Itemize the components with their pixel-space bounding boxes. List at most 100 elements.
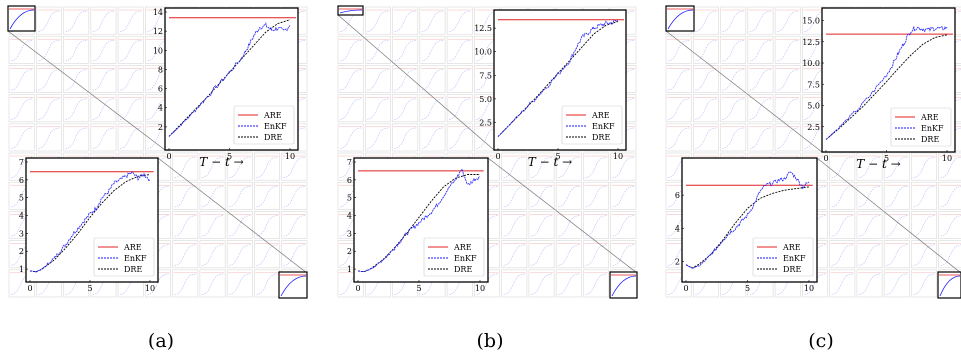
plot-legend: ARE EnKF DRE — [423, 237, 485, 277]
y-tick-label: 10.0 — [802, 59, 820, 68]
zoom-plot-b-bottom: 1 2 3 4 5 6 7 0 5 10 ARE EnKF DRE — [347, 157, 489, 293]
tiny-enkf-curve — [612, 186, 635, 208]
tiny-enkf-curve — [695, 69, 717, 91]
tiny-enkf-curve — [585, 244, 607, 266]
tiny-subplot — [911, 152, 938, 181]
tiny-subplot — [583, 269, 610, 298]
tiny-enkf-curve — [256, 156, 278, 179]
tiny-subplot — [281, 152, 308, 181]
tiny-enkf-curve — [283, 215, 306, 237]
tiny-enkf-curve — [65, 127, 87, 149]
panel-caption-b: (b) — [477, 330, 504, 352]
dre-series-line — [357, 174, 480, 273]
tiny-enkf-curve — [530, 273, 553, 295]
tiny-subplot — [856, 181, 883, 210]
x-tick-label: 0 — [166, 152, 171, 161]
tiny-subplot — [8, 269, 35, 298]
tiny-enkf-curve — [38, 127, 60, 149]
tiny-enkf-curve — [92, 10, 115, 33]
tiny-enkf-curve — [256, 186, 278, 208]
zoom-connector-line — [487, 157, 638, 274]
dre-series-line — [825, 34, 948, 140]
tiny-enkf-curve — [722, 10, 744, 33]
tiny-enkf-curve — [886, 186, 908, 208]
y-tick-label: 4 — [347, 212, 352, 221]
y-tick-label: 10.0 — [474, 48, 492, 57]
tiny-subplot — [63, 6, 90, 35]
legend-label-are: ARE — [263, 111, 282, 120]
tiny-subplot — [829, 152, 856, 181]
highlighted-subplot — [937, 271, 961, 299]
tiny-subplot — [911, 240, 938, 269]
tiny-subplot — [774, 35, 801, 64]
tiny-subplot — [774, 6, 801, 35]
tiny-enkf-curve — [120, 98, 142, 120]
tiny-subplot — [172, 269, 199, 298]
y-tick-label: 2.5 — [807, 123, 820, 132]
tiny-enkf-curve — [449, 98, 471, 120]
tiny-enkf-curve — [886, 156, 908, 179]
tiny-subplot — [419, 35, 446, 64]
tiny-enkf-curve — [38, 98, 60, 120]
tiny-enkf-curve — [65, 40, 87, 62]
tiny-enkf-curve — [858, 156, 881, 179]
tiny-subplot — [337, 123, 364, 152]
tiny-enkf-curve — [913, 156, 935, 179]
y-tick-label: 3 — [347, 229, 352, 238]
tiny-enkf-curve — [229, 156, 251, 179]
legend-label-are: ARE — [453, 243, 472, 252]
y-tick-label: 7.5 — [479, 71, 492, 80]
tiny-enkf-curve — [449, 40, 471, 62]
x-axis-label: T − t → — [856, 157, 900, 171]
tiny-subplot — [528, 211, 555, 239]
tiny-subplot — [254, 181, 281, 210]
tiny-subplot — [63, 35, 90, 64]
tiny-subplot — [829, 269, 856, 298]
tiny-enkf-curve — [503, 244, 525, 266]
tiny-enkf-curve — [749, 127, 772, 149]
tiny-enkf-curve — [695, 98, 717, 120]
tiny-subplot — [883, 211, 910, 239]
tiny-subplot — [528, 181, 555, 210]
legend-label-enkf: EnKF — [264, 122, 287, 131]
tiny-subplot — [254, 211, 281, 239]
tiny-subplot — [720, 94, 747, 123]
y-tick-label: 1 — [19, 265, 24, 274]
tiny-subplot — [446, 65, 473, 93]
tiny-enkf-curve — [722, 98, 744, 120]
tiny-subplot — [364, 94, 391, 123]
tiny-subplot — [446, 123, 473, 152]
tiny-enkf-curve — [367, 69, 389, 91]
tiny-subplot — [364, 123, 391, 152]
tiny-subplot — [883, 269, 910, 298]
tiny-enkf-curve — [940, 244, 961, 266]
tiny-enkf-curve — [913, 186, 935, 208]
tiny-enkf-curve — [886, 244, 908, 266]
tiny-subplot — [692, 35, 719, 64]
tiny-subplot — [90, 123, 117, 152]
tiny-enkf-curve — [449, 10, 471, 33]
zoom-connector-line — [665, 30, 823, 153]
tiny-subplot — [774, 94, 801, 123]
tiny-enkf-curve — [695, 10, 717, 33]
tiny-subplot — [35, 6, 62, 35]
tiny-subplot — [419, 65, 446, 93]
tiny-subplot — [419, 94, 446, 123]
enkf-series-line — [168, 22, 291, 137]
tiny-subplot — [911, 181, 938, 210]
tiny-enkf-curve — [120, 127, 142, 149]
tiny-enkf-curve — [201, 273, 224, 295]
tiny-subplot — [856, 211, 883, 239]
inset-enkf-curve — [667, 9, 694, 30]
tiny-enkf-curve — [229, 186, 251, 208]
tiny-enkf-curve — [283, 244, 306, 266]
x-tick-label: 10 — [285, 152, 295, 161]
zoom-plot-a-top: 2 4 6 8 10 12 14 0 5 10 ARE EnKF DRE T − t → — [153, 7, 299, 169]
x-tick-label: 0 — [355, 284, 360, 293]
tiny-enkf-curve — [339, 98, 362, 120]
tiny-enkf-curve — [449, 127, 471, 149]
tiny-enkf-curve — [886, 273, 908, 295]
tiny-enkf-curve — [913, 273, 935, 295]
tiny-subplot — [446, 6, 473, 35]
